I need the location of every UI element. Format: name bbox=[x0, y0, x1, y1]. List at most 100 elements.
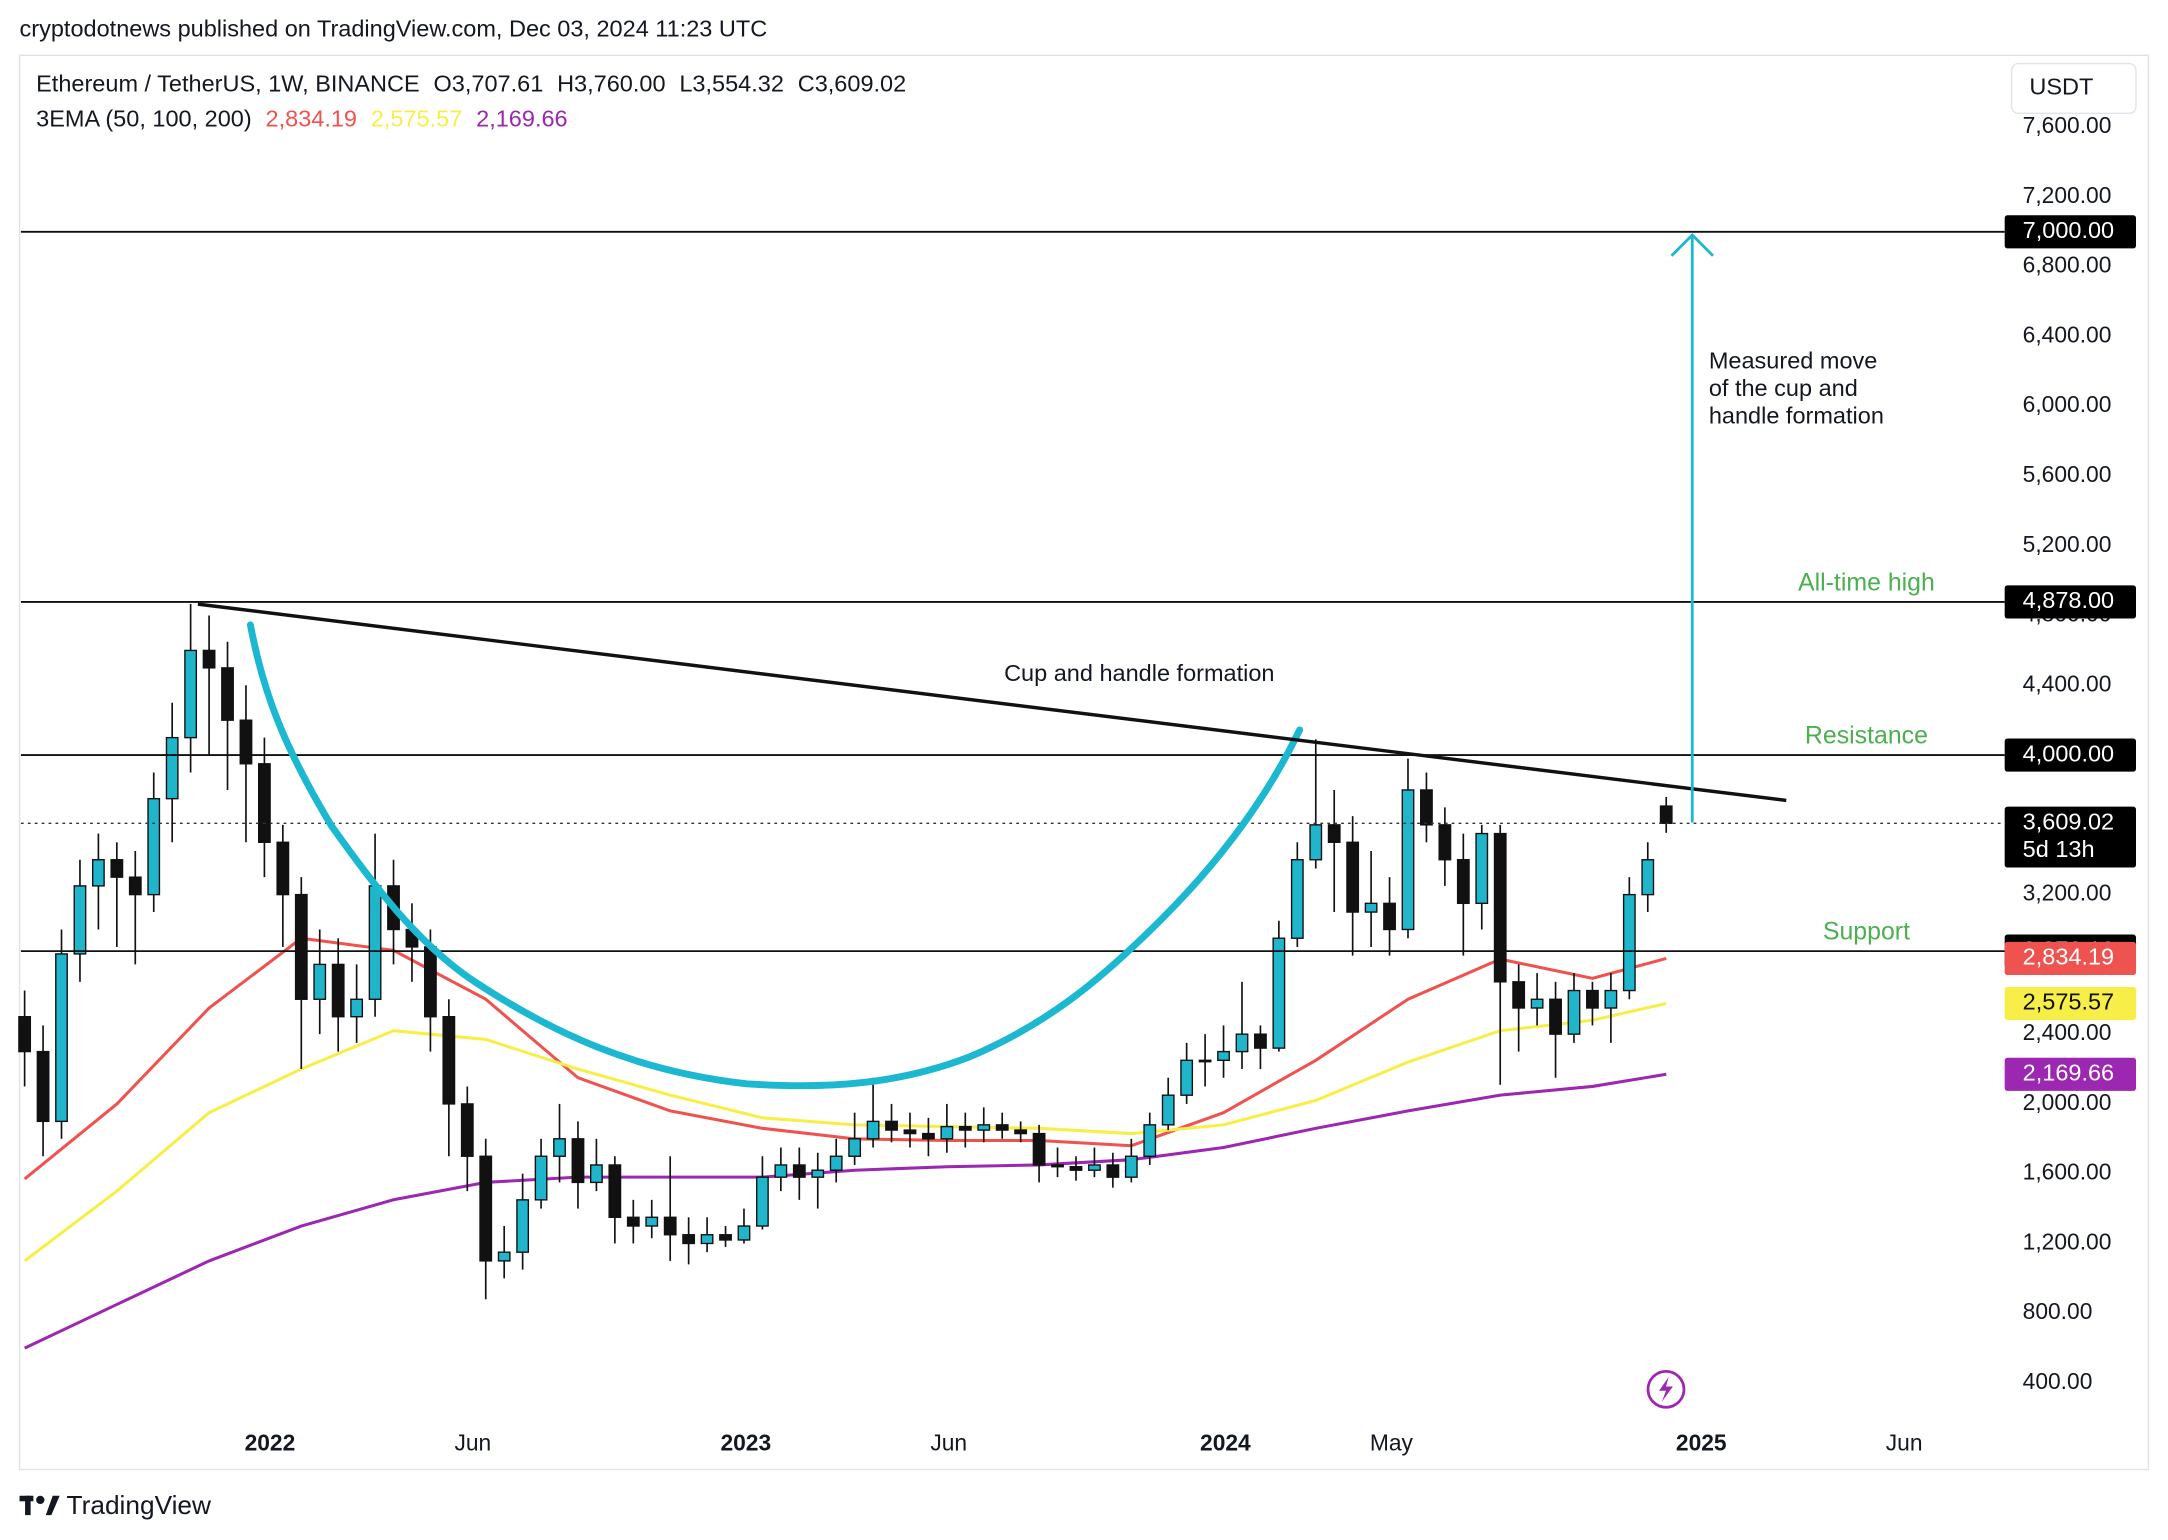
candle-body bbox=[903, 1129, 917, 1135]
level-label: 4,878.00 bbox=[2023, 587, 2114, 613]
target-note: handle formation bbox=[1709, 403, 1884, 429]
candle-body bbox=[1198, 1059, 1212, 1063]
candle-body bbox=[1069, 1166, 1083, 1171]
candle-body bbox=[756, 1176, 769, 1227]
alert-icon[interactable] bbox=[1646, 1369, 1686, 1409]
candle-body bbox=[1604, 989, 1618, 1009]
candle-body bbox=[958, 1125, 972, 1131]
brand-name: TradingView bbox=[67, 1490, 212, 1520]
y-tick-label: 4,400.00 bbox=[2023, 670, 2112, 696]
candle-body bbox=[423, 946, 437, 1018]
candle-body bbox=[1088, 1164, 1101, 1171]
ema-box bbox=[2004, 1057, 2137, 1091]
candle-body bbox=[719, 1234, 732, 1241]
candle-body bbox=[239, 719, 253, 765]
candle-body bbox=[977, 1124, 991, 1131]
y-tick-label: 400.00 bbox=[2023, 1368, 2093, 1394]
countdown-label: 5d 13h bbox=[2023, 836, 2095, 862]
candle-body bbox=[866, 1120, 880, 1140]
x-tick-label: Jun bbox=[930, 1430, 967, 1456]
arrow-head bbox=[1670, 233, 1714, 257]
y-tick-label: 6,800.00 bbox=[2023, 252, 2112, 278]
legend-indicator: 3EMA (50, 100, 200) 2,834.19 2,575.57 2,169… bbox=[36, 105, 567, 131]
x-tick-label: May bbox=[1370, 1430, 1414, 1456]
level-label-box bbox=[2004, 585, 2137, 619]
level-name: Resistance bbox=[1805, 722, 1928, 750]
candle-body bbox=[1659, 805, 1673, 824]
y-tick-label: 2,000.00 bbox=[2023, 1089, 2112, 1115]
last-price-box bbox=[2004, 806, 2137, 868]
brand-logo bbox=[19, 1495, 60, 1516]
candle-body bbox=[1364, 902, 1378, 913]
candle-body bbox=[1346, 841, 1360, 913]
candle-body bbox=[682, 1234, 696, 1245]
level-label: 4,000.00 bbox=[2023, 740, 2114, 766]
candle-body bbox=[1106, 1164, 1120, 1178]
candle-body bbox=[1475, 832, 1489, 905]
candle-body bbox=[1327, 824, 1341, 843]
symbol: Ethereum / TetherUS, 1W, BINANCE bbox=[36, 71, 420, 97]
candle-body bbox=[626, 1216, 640, 1227]
y-tick-label: 6,400.00 bbox=[2023, 321, 2112, 347]
ohlc-low: L3,554.32 bbox=[679, 71, 784, 97]
currency-label[interactable]: USDT bbox=[2029, 74, 2093, 100]
candle-body bbox=[1438, 824, 1452, 861]
candle-body bbox=[147, 797, 161, 896]
candle-body bbox=[1622, 893, 1636, 992]
target-note: Measured move bbox=[1709, 347, 1877, 373]
candle-body bbox=[1217, 1050, 1230, 1062]
y-tick-label: 1,200.00 bbox=[2023, 1228, 2112, 1254]
candle-body bbox=[497, 1251, 511, 1262]
candle-body bbox=[1512, 981, 1526, 1009]
ema-line bbox=[24, 1072, 1667, 1350]
candle-body bbox=[1456, 859, 1470, 905]
y-tick-label: 7,600.00 bbox=[2023, 112, 2112, 138]
candle-body bbox=[516, 1199, 530, 1253]
candle-body bbox=[995, 1124, 1009, 1131]
level-label-box bbox=[2004, 738, 2137, 772]
ema-value: 2,834.19 bbox=[266, 105, 357, 131]
candle-body bbox=[165, 736, 179, 800]
currency-button[interactable] bbox=[2010, 62, 2137, 115]
candle-body bbox=[1161, 1094, 1175, 1126]
ohlc-open: O3,707.61 bbox=[434, 71, 544, 97]
candle-body bbox=[460, 1103, 474, 1157]
candle-body bbox=[1549, 998, 1562, 1035]
candle-body bbox=[1383, 902, 1396, 931]
chart-frame bbox=[18, 54, 2150, 1471]
ema-box bbox=[2004, 941, 2137, 976]
candle-body bbox=[1641, 859, 1655, 896]
candle-body bbox=[1014, 1129, 1028, 1135]
candle-body bbox=[534, 1155, 548, 1201]
x-tick-label: Jun bbox=[1886, 1430, 1923, 1456]
candle-body bbox=[294, 893, 308, 1000]
candle-body bbox=[1493, 832, 1507, 983]
y-tick-label: 6,000.00 bbox=[2023, 391, 2112, 417]
candle-body bbox=[91, 859, 105, 887]
ohlc-high: H3,760.00 bbox=[557, 71, 665, 97]
ema-value: 2,575.57 bbox=[371, 105, 462, 131]
ema-value: 2,169.66 bbox=[476, 105, 567, 131]
y-tick-label: 7,200.00 bbox=[2023, 182, 2112, 208]
candle-body bbox=[774, 1164, 788, 1178]
ema-label: 2,834.19 bbox=[2023, 944, 2114, 970]
cup-curve bbox=[246, 621, 1304, 1090]
last-price-label: 3,609.02 bbox=[2023, 808, 2114, 834]
candle-body bbox=[885, 1120, 898, 1131]
candle-body bbox=[1586, 989, 1599, 1009]
y-tick-label: 5,600.00 bbox=[2023, 461, 2112, 487]
x-tick-label: 2022 bbox=[245, 1430, 296, 1456]
candle-body bbox=[1567, 989, 1581, 1035]
candle-body bbox=[1032, 1132, 1046, 1166]
candle-body bbox=[811, 1169, 825, 1178]
candle-body bbox=[202, 649, 216, 669]
candle-body bbox=[313, 963, 327, 1000]
legend-title: Ethereum / TetherUS, 1W, BINANCE O3,707.6… bbox=[36, 71, 906, 97]
level-label-box bbox=[2004, 215, 2137, 249]
candle-body bbox=[590, 1164, 603, 1184]
y-tick-label: 3,200.00 bbox=[2023, 880, 2112, 906]
candle-body bbox=[1051, 1164, 1064, 1168]
candle-body bbox=[571, 1138, 585, 1184]
